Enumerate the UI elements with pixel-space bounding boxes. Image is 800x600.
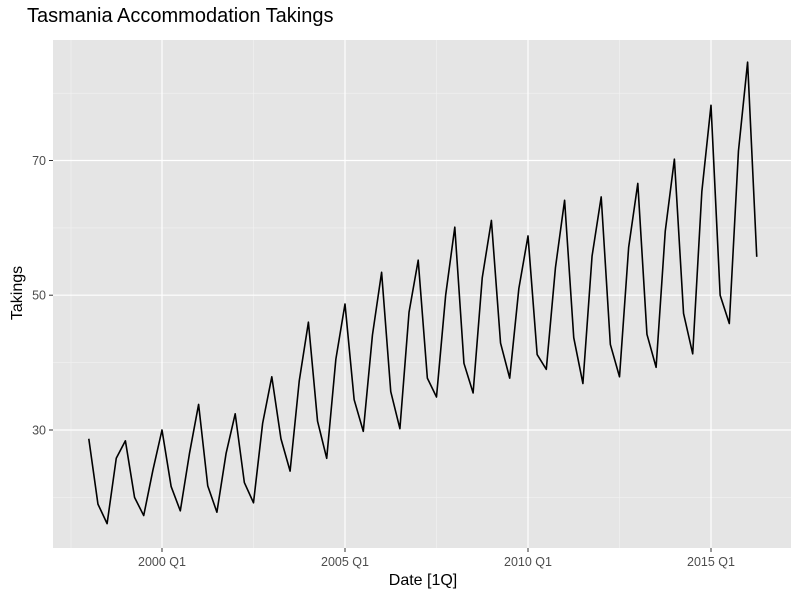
x-tick-label: 2015 Q1: [687, 555, 735, 569]
y-axis: 30 50 70: [32, 154, 53, 438]
y-tick-label: 30: [32, 424, 46, 438]
series-line-takings: [88, 61, 758, 525]
x-tick-label: 2010 Q1: [504, 555, 552, 569]
x-tick-label: 2000 Q1: [138, 555, 186, 569]
series-layer: [88, 61, 758, 525]
x-tick-label: 2005 Q1: [321, 555, 369, 569]
y-tick-label: 70: [32, 154, 46, 168]
minor-gridlines: [53, 40, 791, 548]
chart-title: Tasmania Accommodation Takings: [27, 5, 334, 27]
x-axis: 2000 Q1 2005 Q1 2010 Q1 2015 Q1: [138, 548, 735, 569]
y-axis-title: Takings: [9, 265, 26, 321]
x-axis-title: Date [1Q]: [388, 572, 458, 589]
y-tick-label: 50: [32, 289, 46, 303]
major-gridlines: [53, 40, 791, 548]
plot-panel: [53, 40, 791, 548]
